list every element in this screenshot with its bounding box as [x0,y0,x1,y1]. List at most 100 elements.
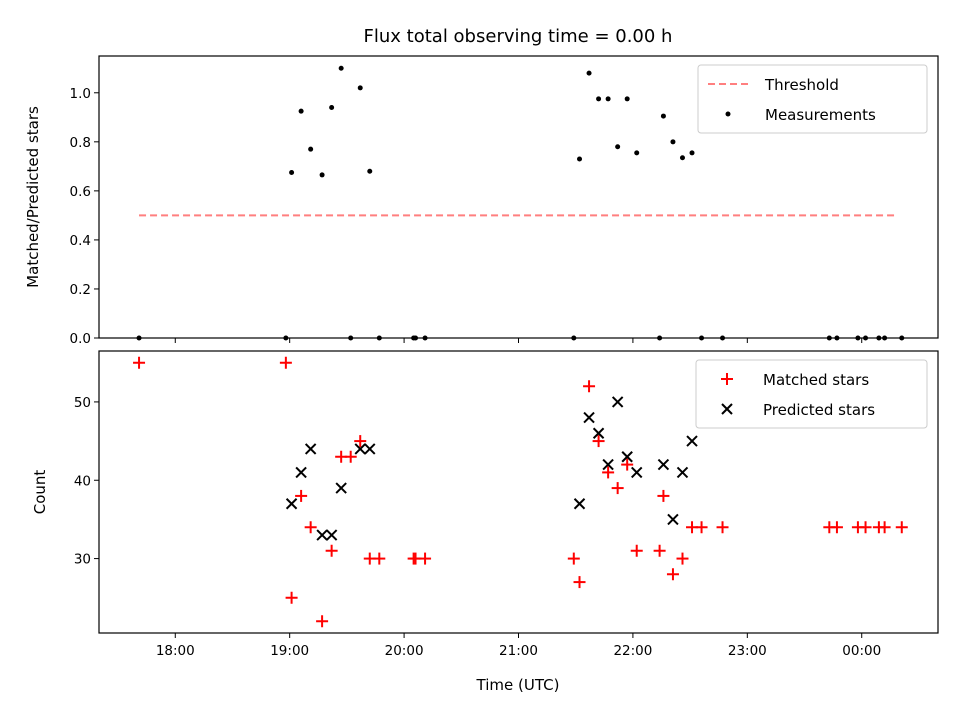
count-y-ticks: 30 40 50 [74,395,99,568]
measurement-point [660,113,666,119]
predicted-star-marker [583,411,595,424]
ratio-y-tick-label: 0.0 [70,331,91,347]
matched-star-marker [419,552,432,565]
ratio-legend-box [697,64,928,134]
measurement-point [615,144,621,150]
count-panel: 30 40 50 18:00 19:00 20:00 21:00 22:00 23:00 00:… [31,350,939,694]
measurement-point [605,96,611,102]
measurement-point [367,168,373,174]
matched-star-marker [285,591,298,604]
ratio-y-tick-label: 0.6 [70,184,91,200]
measurement-point [689,150,695,156]
measurement-point [289,169,295,175]
matched-star-marker [621,458,634,471]
matched-star-marker [567,552,580,565]
ratio-x-ticks [174,338,863,343]
matched-star-marker [325,544,338,557]
matched-star-marker [859,521,872,534]
measurement-point [319,172,325,178]
predicted-star-marker [304,443,317,455]
matched-star-marker [830,521,843,534]
predicted-star-marker [621,451,633,463]
count-x-tick-label: 23:00 [728,643,767,659]
matched-star-marker [344,450,357,463]
matched-star-marker [611,482,624,495]
count-y-axis-label: Count [31,470,49,515]
matched-star-marker [878,521,891,534]
count-x-tick-label: 18:00 [156,643,195,659]
count-y-tick-label: 50 [74,395,91,411]
predicted-star-marker [364,443,376,455]
measurement-point [586,70,592,76]
predicted-star-marker [325,529,338,541]
predicted-star-marker [667,513,679,526]
measurement-point [634,150,640,156]
predicted-star-marker [592,427,605,439]
measurement-point [596,96,602,102]
x-axis-label: Time (UTC) [476,676,560,694]
ratio-y-tick-label: 1.0 [70,86,91,102]
matched-star-marker [295,489,308,502]
ratio-y-axis-label: Matched/Predicted stars [24,106,42,288]
matched-star-marker [676,552,689,565]
count-marks [133,356,908,628]
measurement-point [679,155,685,161]
matched-star-marker [653,544,666,557]
count-y-tick-label: 40 [74,473,91,489]
count-x-tick-label: 19:00 [270,643,309,659]
ratio-legend: Threshold Measurements [697,64,928,134]
measurement-point [308,146,314,152]
count-legend: Matched stars Predicted stars [695,359,928,429]
count-x-tick-label: 00:00 [842,643,881,659]
measurement-point [338,65,344,71]
matched-star-marker [304,521,317,534]
predicted-star-marker [354,443,366,455]
measurement-point [577,156,583,162]
matched-star-marker [354,435,367,448]
matched-star-marker [666,568,679,581]
measurement-point [624,96,630,102]
matched-star-marker [133,356,146,369]
matched-star-marker [279,356,292,369]
matched-star-marker [630,544,643,557]
predicted-star-marker [335,482,347,494]
predicted-legend-label: Predicted stars [763,401,875,419]
matched-star-marker [716,521,729,534]
matched-star-marker [316,615,329,628]
ratio-y-tick-label: 0.4 [70,233,91,249]
predicted-star-marker [611,396,624,408]
predicted-star-marker [573,498,586,510]
count-x-tick-label: 22:00 [613,643,652,659]
predicted-legend-icon [721,403,733,415]
matched-star-marker [583,380,596,393]
count-x-ticks: 18:00 19:00 20:00 21:00 22:00 23:00 00:00 [156,633,881,659]
predicted-star-marker [602,458,614,471]
measurement-point [329,104,335,110]
matched-star-marker [695,521,708,534]
measurement-point [670,139,676,145]
count-x-tick-label: 21:00 [499,643,538,659]
ratio-panel: 0.0 0.2 0.4 0.6 0.8 1.0 Matched/Predicted sta… [24,55,939,347]
predicted-star-marker [686,435,698,447]
measurements-legend-icon [725,111,731,117]
ratio-y-tick-label: 0.2 [70,282,91,298]
matched-star-marker [602,466,615,479]
predicted-star-marker [631,466,643,479]
count-y-tick-label: 30 [74,552,91,568]
matched-star-marker [573,576,586,589]
predicted-star-marker [295,466,307,479]
matched-legend-icon [721,373,733,385]
ratio-marks [136,65,905,341]
count-x-tick-label: 20:00 [385,643,424,659]
ratio-y-tick-label: 0.8 [70,135,91,151]
matched-star-marker [592,435,605,448]
matched-legend-label: Matched stars [763,371,869,389]
matched-star-marker [373,552,386,565]
chart-title: Flux total observing time = 0.00 h [364,26,673,47]
count-legend-box [695,359,928,429]
predicted-star-marker [316,529,328,541]
ratio-y-ticks: 0.0 0.2 0.4 0.6 0.8 1.0 [70,86,99,347]
predicted-star-marker [285,498,298,510]
measurement-point [298,108,304,114]
